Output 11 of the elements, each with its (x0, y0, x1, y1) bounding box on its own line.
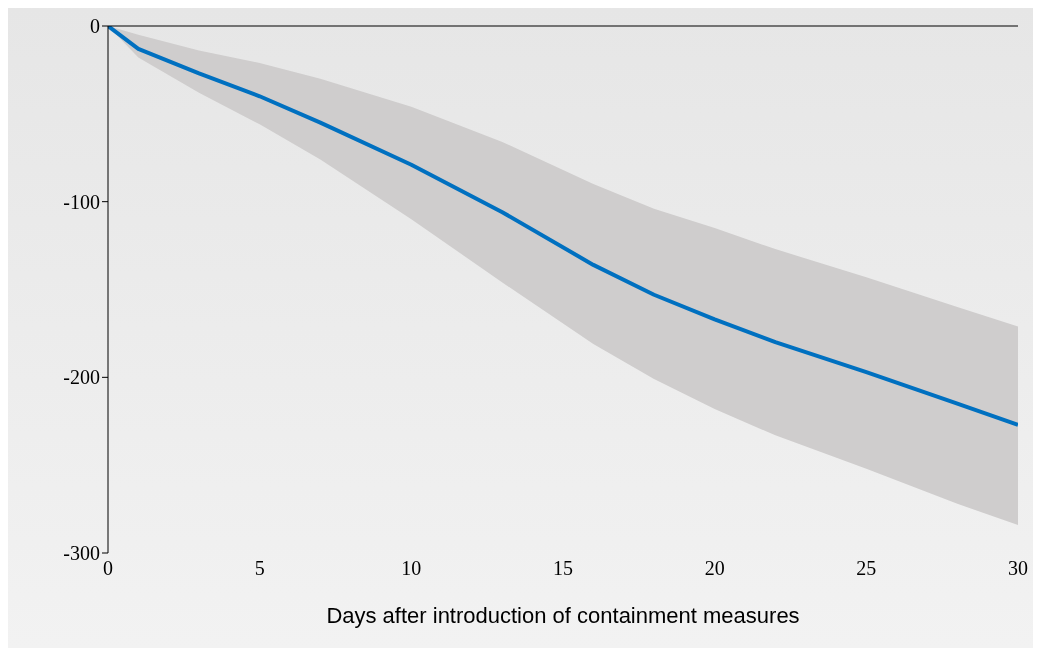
y-tick-label: -200 (63, 366, 100, 389)
x-axis-title: Days after introduction of containment measures (326, 603, 800, 628)
y-tick-label: -100 (63, 190, 100, 213)
x-tick-label: 15 (553, 557, 573, 580)
x-tick-label: 5 (254, 557, 265, 580)
y-tick-label: -300 (63, 542, 100, 565)
y-tick-label: 0 (90, 15, 100, 38)
x-tick-label: 25 (856, 557, 877, 580)
x-tick-label: 10 (401, 557, 422, 580)
x-tick-label: 30 (1008, 557, 1028, 580)
x-tick-label: 20 (704, 557, 725, 580)
